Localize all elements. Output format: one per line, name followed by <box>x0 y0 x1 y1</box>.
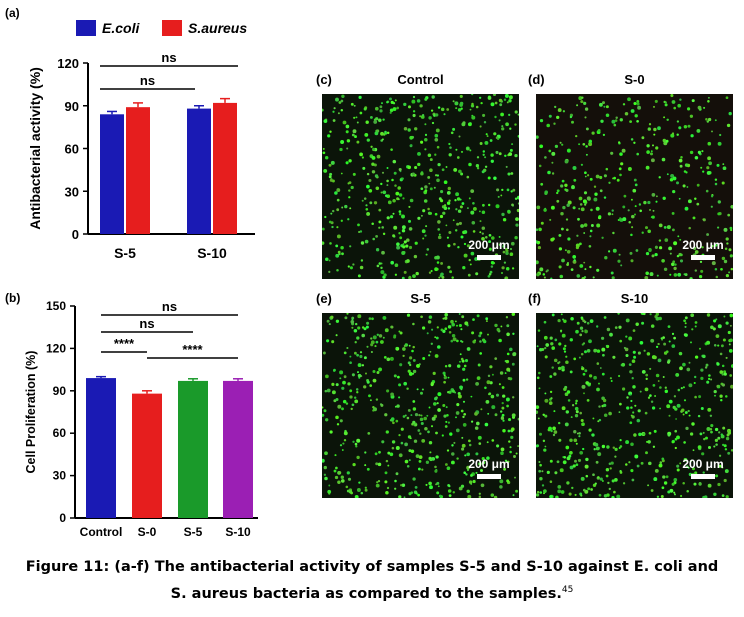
bar-S-5 <box>178 380 208 518</box>
scale-bar <box>691 474 715 479</box>
caption-line-2: S. aureus bacteria as compared to the sa… <box>0 579 744 606</box>
panel-label-2: (e) <box>316 291 332 306</box>
scale-bar <box>691 255 715 260</box>
sig-b-4-label: **** <box>182 342 203 357</box>
sig-b-2-label: ns <box>139 316 154 331</box>
bar-S-10-1 <box>213 102 237 235</box>
bar-S-10 <box>223 380 253 518</box>
y-tick-label-1: 30 <box>65 184 79 199</box>
panel-label-a: (a) <box>5 6 20 20</box>
y-tick-label-2: 60 <box>65 142 79 157</box>
x-tick-label-1: S-10 <box>197 245 227 261</box>
micrograph-image-2: 200 μm <box>322 313 519 498</box>
micrograph-image-1: 200 μm <box>536 94 733 279</box>
y-tick-label-3: 90 <box>53 384 67 398</box>
caption-line-2-text: S. aureus bacteria as compared to the sa… <box>170 585 562 602</box>
bar-S-10-0 <box>187 108 211 234</box>
bar-S-5-1 <box>126 107 150 234</box>
x-tick-label-0: S-5 <box>114 245 136 261</box>
bar-Control <box>86 378 116 518</box>
chart-a: (a) E.coli S.aureus 0 30 60 90 120 Antibacterial… <box>5 6 255 261</box>
scale-bar <box>477 255 501 260</box>
chart-b: (b) 0 30 60 90 120 150 Cell Proliferation (%) Co… <box>5 291 258 539</box>
sig-b-1-label: ns <box>162 299 177 314</box>
panel-label-b: (b) <box>5 291 20 305</box>
x-tick-label-2: S-5 <box>184 525 203 539</box>
y-tick-label-0: 0 <box>72 227 79 242</box>
caption-reference: 45 <box>561 585 574 595</box>
legend-swatch-0 <box>76 20 96 36</box>
sig-a-top-label: ns <box>161 50 176 65</box>
panel-label-1: (d) <box>528 72 545 87</box>
sig-b-3-label: **** <box>114 336 135 351</box>
micrograph-image-0: 200 μm <box>322 94 519 279</box>
scale-bar <box>477 474 501 479</box>
y-tick-label-4: 120 <box>46 341 66 355</box>
sig-a-low-label: ns <box>140 73 155 88</box>
legend-label-1: S.aureus <box>188 20 247 36</box>
bar-S-5-0 <box>100 114 124 234</box>
scale-bar-label: 200 μm <box>468 457 509 471</box>
scale-bar-label: 200 μm <box>682 238 723 252</box>
x-tick-label-3: S-10 <box>225 525 251 539</box>
legend-label-0: E.coli <box>102 20 140 36</box>
micrograph-image-3: 200 μm <box>536 313 733 498</box>
y-tick-label-0: 0 <box>59 511 66 525</box>
bar-S-0 <box>132 393 162 518</box>
micrograph-title-0: Control <box>397 72 444 87</box>
micrograph-title-1: S-0 <box>624 72 645 87</box>
micrograph-title-3: S-10 <box>620 291 649 306</box>
y-tick-label-4: 120 <box>57 56 79 71</box>
scale-bar-label: 200 μm <box>682 457 723 471</box>
x-tick-label-1: S-0 <box>138 525 157 539</box>
x-tick-label-0: Control <box>80 525 123 539</box>
y-tick-label-2: 60 <box>53 426 67 440</box>
scale-bar-label: 200 μm <box>468 238 509 252</box>
caption-line-1: Figure 11: (a-f) The antibacterial activ… <box>25 559 719 575</box>
panel-label-3: (f) <box>528 291 541 306</box>
y-tick-label-5: 150 <box>46 299 66 313</box>
y-axis-label: Cell Proliferation (%) <box>24 351 38 474</box>
legend-swatch-1 <box>162 20 182 36</box>
y-axis-label: Antibacterial activity (%) <box>27 67 43 230</box>
panel-label-0: (c) <box>316 72 332 87</box>
micrograph-title-2: S-5 <box>410 291 431 306</box>
y-tick-label-3: 90 <box>65 99 79 114</box>
y-tick-label-1: 30 <box>53 469 67 483</box>
figure-caption: Figure 11: (a-f) The antibacterial activ… <box>0 556 744 606</box>
